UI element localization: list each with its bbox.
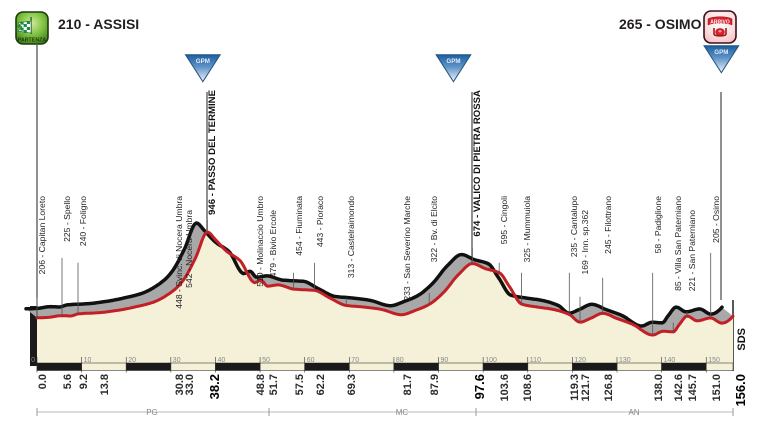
svg-text:130: 130	[619, 357, 631, 364]
svg-text:60: 60	[307, 357, 315, 364]
svg-text:0: 0	[31, 357, 35, 364]
svg-text:50: 50	[262, 357, 270, 364]
svg-text:80: 80	[396, 357, 404, 364]
svg-text:AN: AN	[628, 408, 639, 417]
svg-text:40: 40	[218, 357, 226, 364]
svg-text:MC: MC	[396, 408, 409, 417]
svg-text:ARRIVO: ARRIVO	[710, 19, 730, 25]
svg-text:PARTENZA: PARTENZA	[18, 38, 47, 44]
svg-text:150: 150	[708, 357, 720, 364]
svg-text:GPM: GPM	[714, 49, 728, 56]
svg-text:100: 100	[485, 357, 497, 364]
svg-text:140: 140	[664, 357, 676, 364]
svg-text:GPM: GPM	[446, 58, 460, 65]
svg-text:30: 30	[173, 357, 181, 364]
svg-text:GPM: GPM	[196, 58, 210, 65]
svg-text:90: 90	[441, 357, 449, 364]
svg-text:10: 10	[84, 357, 92, 364]
svg-text:120: 120	[574, 357, 586, 364]
svg-text:20: 20	[128, 357, 136, 364]
svg-text:70: 70	[351, 357, 359, 364]
svg-text:110: 110	[530, 357, 541, 364]
svg-text:PG: PG	[146, 408, 158, 417]
